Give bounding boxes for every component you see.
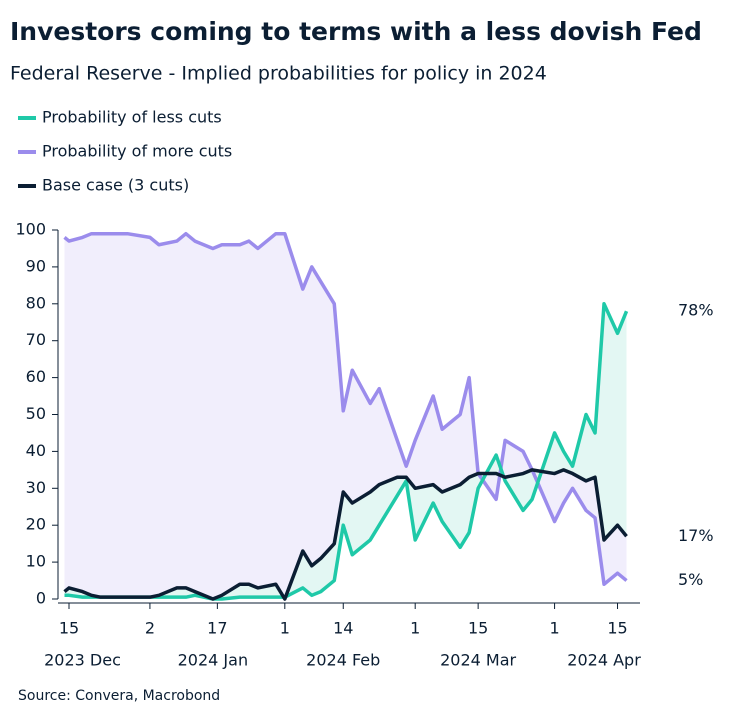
y-tick-label: 40 [26, 441, 46, 460]
y-tick-label: 70 [26, 330, 46, 349]
y-tick-label: 0 [36, 589, 46, 608]
x-tick-label: 15 [468, 619, 488, 638]
chart-subtitle: Federal Reserve - Implied probabilities … [10, 63, 547, 85]
end-label: 17% [678, 526, 714, 545]
chart-title: Investors coming to terms with a less do… [10, 17, 702, 46]
y-tick-label: 80 [26, 293, 46, 312]
area-fill [64, 233, 627, 599]
x-tick-label: 14 [333, 619, 353, 638]
y-tick-label: 10 [26, 552, 46, 571]
x-tick-label: 17 [207, 619, 227, 638]
y-tick-label: 30 [26, 478, 46, 497]
y-tick-label: 60 [26, 367, 46, 386]
legend-label: Probability of less cuts [42, 108, 222, 127]
series-line [63, 468, 628, 601]
source-note: Source: Convera, Macrobond [18, 688, 220, 704]
x-group-label: 2024 Apr [567, 651, 641, 670]
x-tick-label: 1 [549, 619, 559, 638]
x-tick-label: 1 [280, 619, 290, 638]
x-group-label: 2024 Mar [440, 651, 516, 670]
x-group-label: 2023 Dec [44, 651, 121, 670]
x-tick-label: 1 [410, 619, 420, 638]
y-tick-label: 90 [26, 256, 46, 275]
series-line [63, 231, 628, 586]
x-tick-label: 15 [607, 619, 627, 638]
y-tick-label: 20 [26, 515, 46, 534]
end-label: 78% [678, 301, 714, 320]
x-tick-label: 2 [145, 619, 155, 638]
y-tick-label: 50 [26, 404, 46, 423]
legend-label: Probability of more cuts [42, 142, 232, 161]
x-tick-label: 15 [59, 619, 79, 638]
x-group-label: 2024 Feb [306, 651, 380, 670]
legend-label: Base case (3 cuts) [42, 176, 189, 195]
y-tick-label: 100 [15, 220, 46, 239]
end-label: 5% [678, 570, 703, 589]
x-group-label: 2024 Jan [178, 651, 248, 670]
